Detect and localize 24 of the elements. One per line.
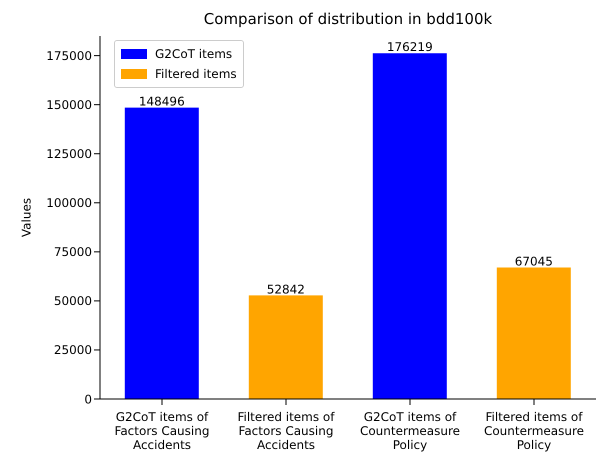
x-tick-label: Filtered items of Countermeasure Policy (484, 410, 584, 452)
y-tick-label: 100000 (46, 196, 92, 210)
legend-label: Filtered items (155, 67, 237, 81)
data-label: 148496 (138, 94, 185, 109)
y-tick-label: 0 (84, 392, 92, 406)
data-label: 52842 (266, 282, 305, 296)
chart-title: Comparison of distribution in bdd100k (202, 10, 494, 28)
y-axis-title: Values (19, 198, 34, 238)
y-tick-label: 150000 (46, 98, 92, 112)
y-tick-label: 75000 (54, 245, 92, 260)
bar (496, 267, 571, 399)
bar (124, 108, 199, 399)
bar (372, 53, 447, 399)
y-tick-label: 25000 (54, 343, 92, 358)
x-tick-label: G2CoT items of Factors Causing Accidents (114, 410, 210, 452)
legend-label: G2CoT items (155, 47, 232, 61)
data-label: 176219 (386, 40, 433, 54)
bar (248, 295, 323, 399)
x-tick-label: Filtered items of Factors Causing Accidents (237, 410, 336, 452)
y-tick-label: 175000 (46, 48, 92, 63)
y-tick-label: 50000 (54, 294, 92, 308)
y-tick-label: 125000 (46, 146, 92, 161)
x-tick-label: G2CoT items of Countermeasure Policy (360, 410, 460, 452)
data-label: 67045 (514, 254, 553, 268)
